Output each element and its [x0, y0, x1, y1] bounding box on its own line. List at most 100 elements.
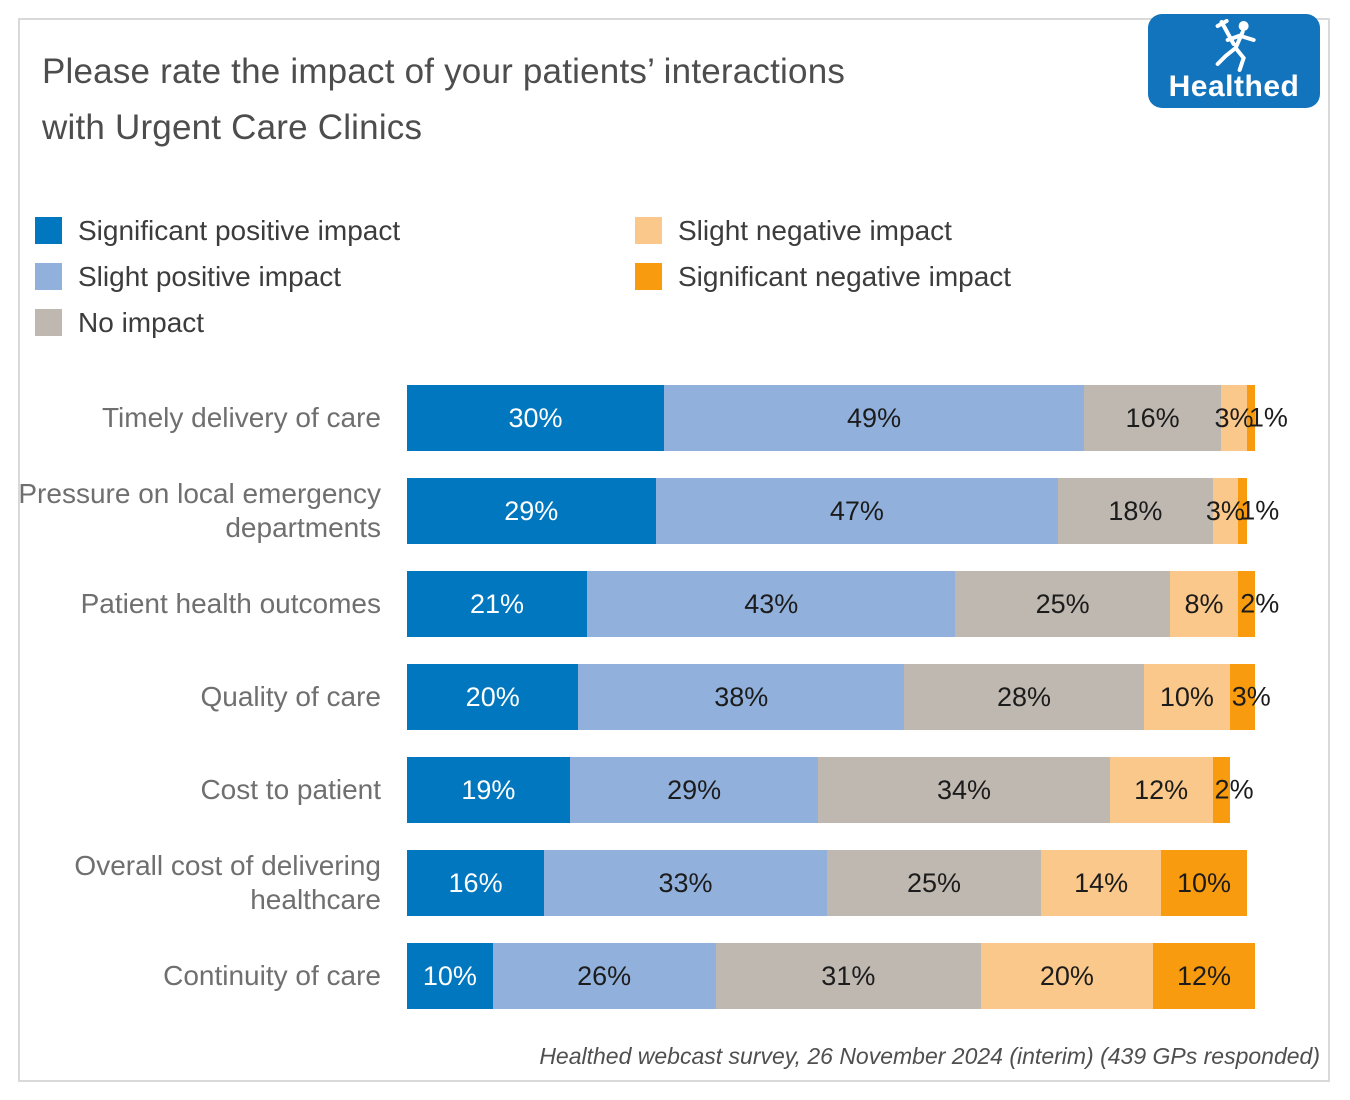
segment-value-label: 20% — [1039, 960, 1094, 991]
bar-segment: 19% — [407, 757, 570, 823]
segment-value-label: 18% — [1108, 495, 1163, 526]
bar-segment: 43% — [586, 571, 956, 637]
segment-value-label: 10% — [1159, 681, 1214, 712]
segment-value-label: 34% — [937, 774, 992, 805]
segment-value-label: 26% — [577, 960, 632, 991]
segment-value-label: 10% — [1176, 867, 1231, 898]
bar-segment: 10% — [407, 943, 493, 1009]
legend-label: Slight positive impact — [78, 260, 342, 292]
segment-value-label: 29% — [504, 495, 559, 526]
bar-segment: 33% — [544, 850, 827, 916]
chart-row: Timely delivery of care 30% 49% 16% 3% 1% — [0, 385, 1350, 451]
segment-value-label: 2% — [1240, 588, 1280, 619]
segment-value-label: 49% — [847, 402, 902, 433]
segment-value-label: 10% — [422, 960, 477, 991]
legend-item: Slight positive impact — [35, 260, 635, 292]
segment-value-label: 21% — [469, 588, 524, 619]
legend-item: Significant negative impact — [635, 260, 1012, 292]
page-title: Please rate the impact of your patients’… — [42, 44, 1092, 156]
bar-segment: 20% — [981, 943, 1153, 1009]
bar-segment: 20% — [407, 664, 579, 730]
bar-segment: 16% — [1084, 385, 1222, 451]
legend-swatch — [35, 263, 62, 290]
bar-track: 19% 29% 34% 12% 2% — [407, 757, 1264, 823]
category-label: Timely delivery of care — [101, 402, 381, 433]
bar-segment: 29% — [569, 757, 819, 823]
legend-label: Significant negative impact — [678, 260, 1012, 292]
legend-column-1: Significant positive impact Slight positi… — [35, 214, 635, 354]
segment-value-label: 14% — [1074, 867, 1129, 898]
category-label: Continuity of care — [163, 960, 381, 991]
legend-swatch — [635, 217, 662, 244]
segment-value-label: 30% — [508, 402, 563, 433]
bar-segment: 21% — [407, 571, 587, 637]
bar-segment: 3% — [1229, 664, 1271, 730]
bar-segment: 12% — [1109, 757, 1213, 823]
bar-segment: 14% — [1041, 850, 1162, 916]
page-title-line1: Please rate the impact of your patients’… — [42, 52, 846, 91]
legend-swatch — [35, 217, 62, 244]
segment-value-label: 16% — [448, 867, 503, 898]
bar-track: 29% 47% 18% 3% 1% — [407, 478, 1279, 544]
bar-segment: 16% — [407, 850, 545, 916]
legend-item: No impact — [35, 306, 635, 338]
bar-segment: 25% — [826, 850, 1042, 916]
legend-label: Significant positive impact — [78, 214, 401, 246]
bar-segment: 25% — [955, 571, 1170, 637]
legend-swatch — [35, 309, 62, 336]
runner-icon — [1215, 19, 1256, 72]
bar-segment: 30% — [407, 385, 665, 451]
chart-row: Continuity of care 10% 26% 31% 20% 12% — [0, 943, 1350, 1009]
legend-item: Slight negative impact — [635, 214, 1011, 246]
segment-value-label: 1% — [1240, 495, 1280, 526]
bar-track: 20% 38% 28% 10% 3% — [407, 664, 1271, 730]
category-label: Overall cost of delivering healthcare — [74, 850, 381, 915]
segment-value-label: 8% — [1184, 588, 1224, 619]
bar-segment: 3% — [1214, 385, 1254, 451]
chart-row: Pressure on local emergency departments 2… — [0, 478, 1350, 544]
bar-segment: 31% — [715, 943, 982, 1009]
logo-text: Healthed — [1168, 70, 1300, 103]
bar-segment: 10% — [1144, 664, 1230, 730]
bar-segment: 12% — [1152, 943, 1256, 1009]
legend-item: Significant positive impact — [35, 214, 635, 246]
legend-swatch — [635, 263, 662, 290]
bar-segment: 10% — [1161, 850, 1247, 916]
segment-value-label: 16% — [1125, 402, 1180, 433]
chart-row: Overall cost of delivering healthcare 16%… — [0, 850, 1350, 916]
legend: Significant positive impact Slight positi… — [35, 214, 1012, 354]
segment-value-label: 3% — [1214, 402, 1254, 433]
bar-segment: 2% — [1238, 571, 1279, 637]
bar-segment: 34% — [818, 757, 1110, 823]
segment-value-label: 1% — [1248, 402, 1288, 433]
segment-value-label: 25% — [1035, 588, 1090, 619]
bar-segment: 26% — [492, 943, 716, 1009]
segment-value-label: 29% — [667, 774, 722, 805]
segment-value-label: 19% — [461, 774, 516, 805]
bar-segment: 1% — [1238, 478, 1279, 544]
segment-value-label: 3% — [1231, 681, 1271, 712]
bar-segment: 3% — [1206, 478, 1245, 544]
bar-segment: 18% — [1058, 478, 1213, 544]
healthed-logo: Healthed — [1148, 14, 1320, 108]
chart-row: Quality of care 20% 38% 28% 10% 3% — [0, 664, 1350, 730]
segment-value-label: 25% — [907, 867, 962, 898]
legend-column-2: Slight negative impact Significant negati… — [635, 214, 1012, 354]
bar-track: 30% 49% 16% 3% 1% — [407, 385, 1288, 451]
legend-label: Slight negative impact — [678, 214, 952, 246]
chart-row: Cost to patient 19% 29% 34% 12% 2% — [0, 757, 1350, 823]
bar-segment: 38% — [578, 664, 905, 730]
legend-label: No impact — [78, 306, 205, 338]
bar-track: 10% 26% 31% 20% 12% — [407, 943, 1264, 1009]
category-label: Pressure on local emergency departments — [18, 478, 381, 543]
bar-segment: 49% — [664, 385, 1085, 451]
segment-value-label: 3% — [1205, 495, 1245, 526]
segment-value-label: 38% — [714, 681, 769, 712]
category-label: Quality of care — [200, 681, 381, 712]
chart-row: Patient health outcomes 21% 43% 25% 8% 2% — [0, 571, 1350, 637]
segment-value-label: 2% — [1214, 774, 1254, 805]
segment-value-label: 47% — [829, 495, 884, 526]
category-label: Cost to patient — [200, 774, 381, 805]
segment-value-label: 31% — [821, 960, 876, 991]
segment-value-label: 12% — [1176, 960, 1231, 991]
